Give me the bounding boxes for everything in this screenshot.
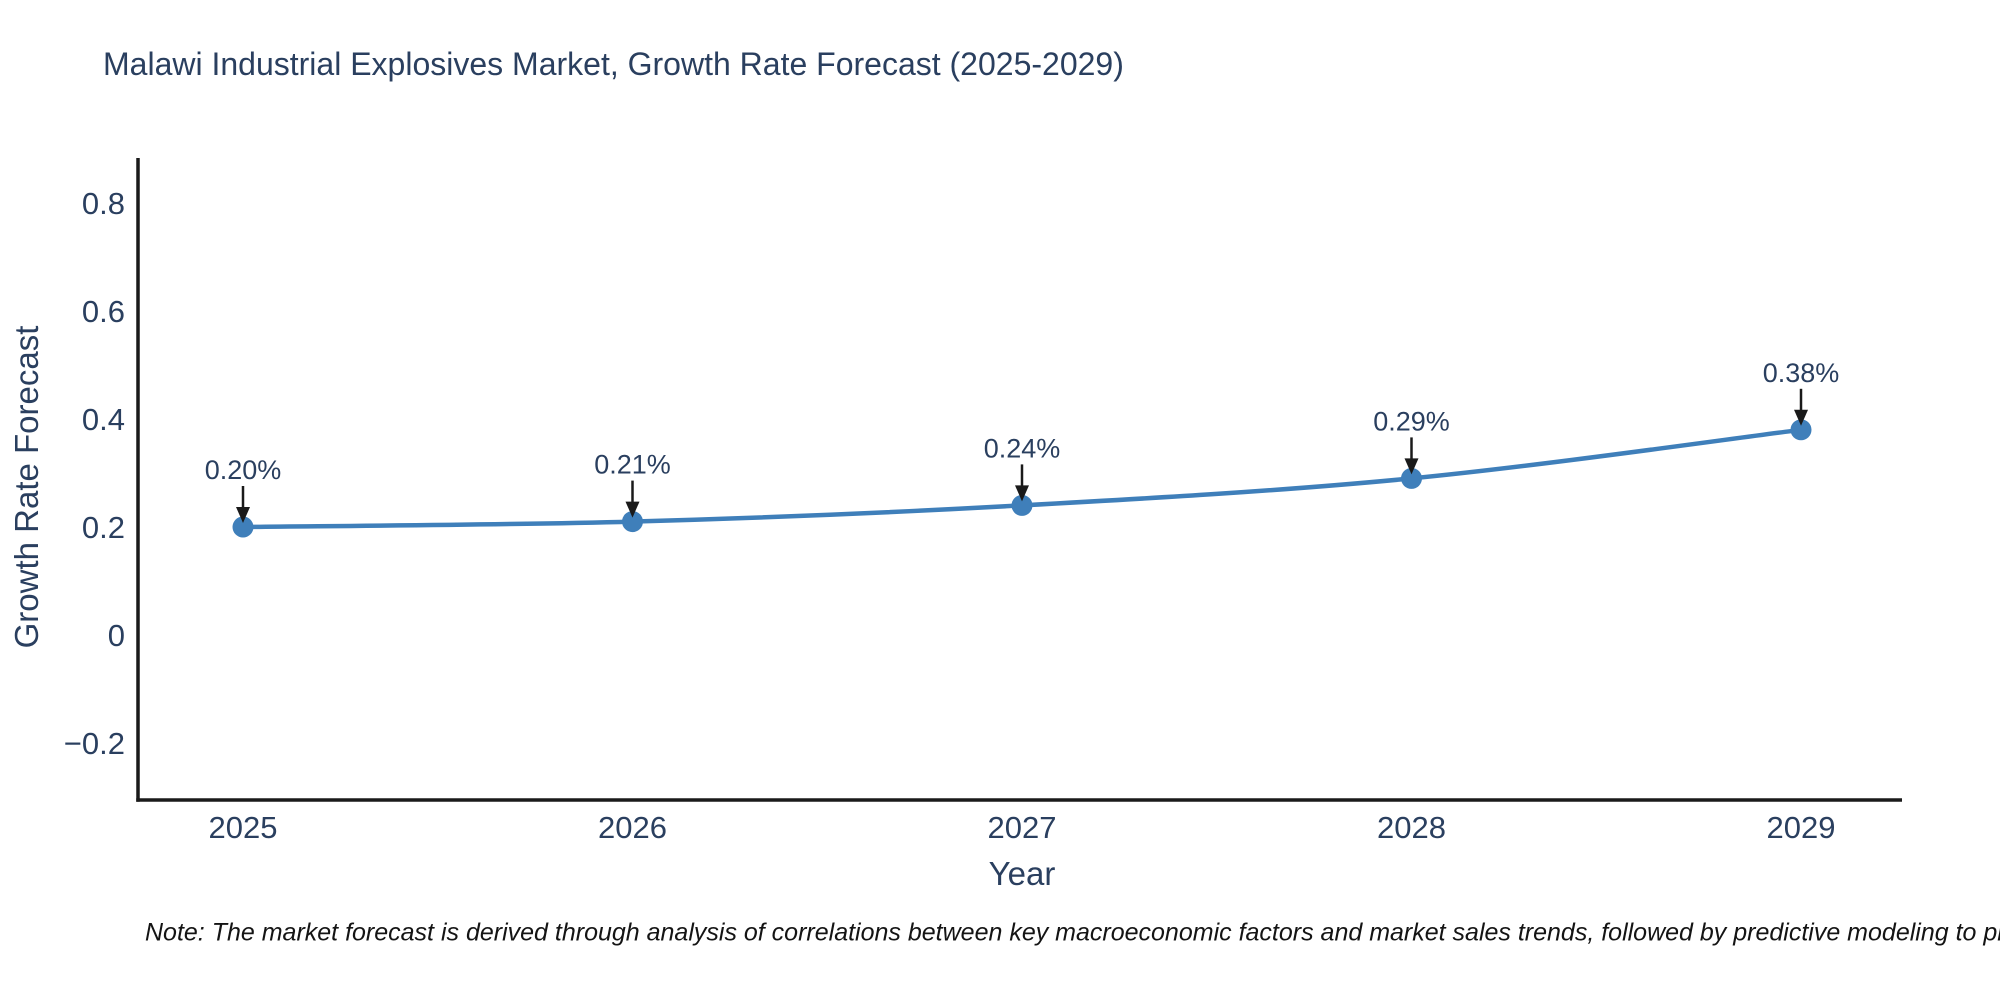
data-point-label: 0.21% [594,450,671,480]
x-tick-label: 2028 [1377,810,1446,845]
data-point-marker [1011,494,1033,516]
data-point-marker [232,516,254,538]
chart-title: Malawi Industrial Explosives Market, Gro… [103,46,1124,82]
data-point-label: 0.38% [1763,358,1840,388]
x-tick-label: 2026 [598,810,667,845]
annotation-arrowhead-icon [1794,409,1808,426]
data-point-label: 0.24% [984,433,1061,463]
x-tick-label: 2025 [209,810,278,845]
y-tick-label: 0.2 [82,510,125,545]
y-tick-label: 0.6 [82,294,125,329]
data-point-marker [1790,419,1812,441]
footnote: Note: The market forecast is derived thr… [145,918,2000,947]
x-axis-title: Year [988,855,1056,892]
y-tick-label: 0.8 [82,186,125,221]
annotation-arrowhead-icon [625,501,640,518]
y-tick-label: −0.2 [64,726,125,761]
data-point-label: 0.20% [205,455,282,485]
annotation-arrowhead-icon [1015,485,1029,502]
y-tick-label: 0.4 [82,402,125,437]
data-point-marker [1401,467,1422,489]
annotation-arrowhead-icon [236,507,250,523]
x-tick-label: 2029 [1767,810,1836,845]
data-point-marker [622,511,643,533]
x-tick-label: 2027 [988,810,1057,845]
y-tick-label: 0 [108,618,125,653]
data-point-label: 0.29% [1373,406,1450,436]
annotation-arrowhead-icon [1404,458,1419,475]
y-axis-title: Growth Rate Forecast [8,325,45,649]
